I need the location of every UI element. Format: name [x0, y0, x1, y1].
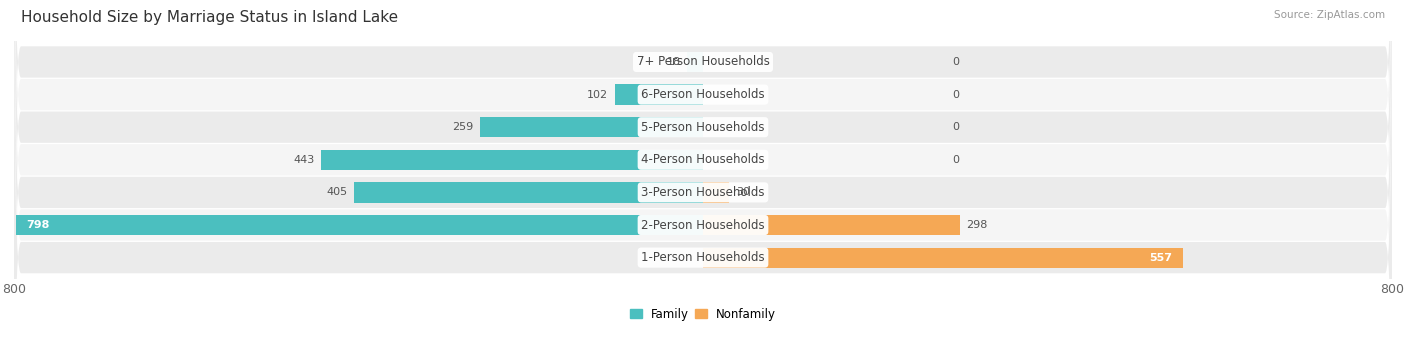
- Text: 6-Person Households: 6-Person Households: [641, 88, 765, 101]
- Bar: [354, 182, 703, 203]
- Bar: [15, 215, 703, 235]
- Text: 18: 18: [666, 57, 681, 67]
- Text: 3-Person Households: 3-Person Households: [641, 186, 765, 199]
- Bar: [616, 84, 703, 105]
- Bar: [322, 150, 703, 170]
- FancyBboxPatch shape: [14, 0, 1392, 340]
- Text: 259: 259: [451, 122, 472, 132]
- Text: 0: 0: [953, 90, 960, 100]
- Text: 443: 443: [294, 155, 315, 165]
- Text: 102: 102: [588, 90, 609, 100]
- Bar: [688, 52, 703, 72]
- Text: 0: 0: [953, 57, 960, 67]
- Text: 2-Person Households: 2-Person Households: [641, 219, 765, 232]
- FancyBboxPatch shape: [14, 0, 1392, 340]
- Text: 557: 557: [1149, 253, 1173, 262]
- Text: 0: 0: [953, 155, 960, 165]
- Text: 5-Person Households: 5-Person Households: [641, 121, 765, 134]
- Bar: [703, 182, 728, 203]
- Text: 30: 30: [735, 187, 749, 198]
- FancyBboxPatch shape: [14, 13, 1392, 340]
- Text: 4-Person Households: 4-Person Households: [641, 153, 765, 166]
- Text: 0: 0: [953, 122, 960, 132]
- Text: 798: 798: [27, 220, 49, 230]
- FancyBboxPatch shape: [14, 0, 1392, 340]
- Text: Source: ZipAtlas.com: Source: ZipAtlas.com: [1274, 10, 1385, 20]
- Text: 7+ Person Households: 7+ Person Households: [637, 55, 769, 68]
- FancyBboxPatch shape: [14, 0, 1392, 340]
- Bar: [479, 117, 703, 137]
- Text: 298: 298: [966, 220, 988, 230]
- Text: Household Size by Marriage Status in Island Lake: Household Size by Marriage Status in Isl…: [21, 10, 398, 25]
- Text: 405: 405: [326, 187, 347, 198]
- Legend: Family, Nonfamily: Family, Nonfamily: [626, 303, 780, 325]
- Bar: [703, 215, 960, 235]
- Text: 1-Person Households: 1-Person Households: [641, 251, 765, 264]
- FancyBboxPatch shape: [14, 0, 1392, 340]
- Bar: [703, 248, 1182, 268]
- FancyBboxPatch shape: [14, 0, 1392, 307]
